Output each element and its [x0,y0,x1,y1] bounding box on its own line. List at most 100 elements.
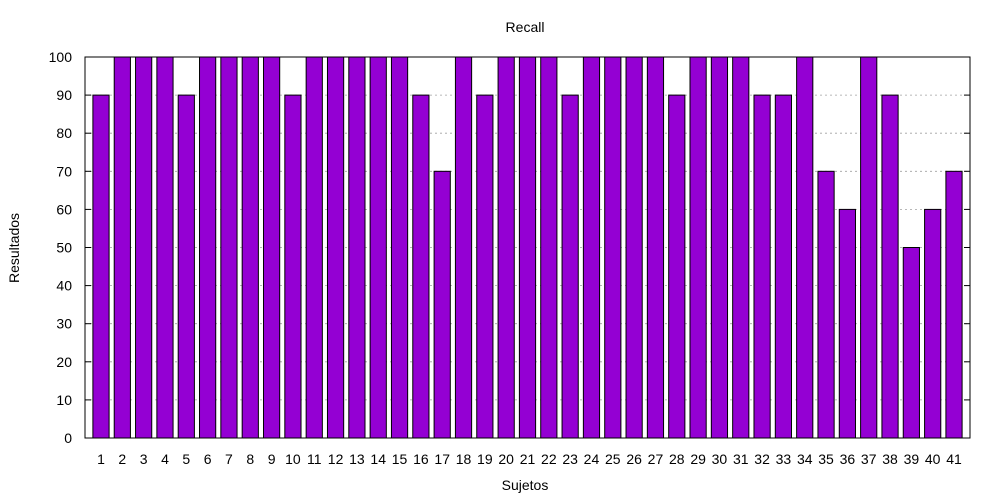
bar-35 [817,170,835,439]
bar-34 [796,56,814,439]
x-tick-label: 20 [498,451,514,467]
x-tick-label: 19 [477,451,493,467]
y-tick-label: 80 [56,125,72,141]
x-tick-label: 33 [776,451,792,467]
x-tick-label: 17 [434,451,450,467]
x-tick-label: 15 [392,451,408,467]
x-tick-label: 22 [541,451,557,467]
x-tick-label: 6 [204,451,212,467]
y-axis-ticks: 0 10 20 30 40 50 60 70 80 90 100 [49,49,970,446]
x-tick-label: 18 [456,451,472,467]
y-tick-label: 40 [56,278,72,294]
x-tick-label: 38 [882,451,898,467]
chart-title: Recall [506,19,545,35]
x-tick-label: 39 [904,451,920,467]
x-tick-label: 28 [669,451,685,467]
x-tick-label: 41 [946,451,962,467]
x-tick-label: 40 [925,451,941,467]
y-axis-label: Resultados [6,213,22,283]
y-tick-label: 10 [56,392,72,408]
bar-6 [199,56,217,439]
x-tick-label: 30 [712,451,728,467]
y-tick-label: 90 [56,87,72,103]
x-tick-label: 32 [754,451,770,467]
x-tick-label: 21 [520,451,536,467]
bar-32 [753,94,771,439]
x-tick-label: 37 [861,451,877,467]
bar-41 [945,170,963,439]
bar-4 [156,56,174,439]
bar-37 [860,56,878,439]
bar-20 [497,56,515,439]
bar-33 [774,94,793,439]
bar-13 [348,56,366,439]
bar-30 [710,56,729,439]
x-tick-label: 35 [818,451,834,467]
bar-19 [476,94,494,439]
bar-11 [305,56,323,439]
bar-9 [262,56,281,439]
bar-8 [241,56,259,439]
bar-16 [412,94,430,439]
bar-7 [220,56,238,439]
bar-21 [518,56,537,439]
bar-22 [540,56,558,439]
bar-3 [135,56,153,439]
x-axis-ticks: 1 2 3 4 5 6 7 8 9 10 11 12 13 14 15 16 17 18 19 20 21 22 23 24 2… [97,451,962,467]
bar-10 [284,94,302,439]
x-tick-label: 9 [268,451,276,467]
y-tick-label: 20 [56,354,72,370]
x-tick-label: 34 [797,451,813,467]
bar-17 [433,170,451,439]
bar-40 [924,208,942,439]
x-tick-label: 4 [161,451,169,467]
x-tick-label: 24 [584,451,600,467]
bar-29 [689,56,707,439]
bar-2 [113,56,131,439]
bar-28 [668,94,686,439]
bar-38 [881,94,899,439]
y-tick-label: 70 [56,163,72,179]
x-tick-label: 2 [118,451,126,467]
bar-25 [604,56,622,439]
x-tick-label: 27 [648,451,664,467]
bar-5 [177,94,195,439]
bar-39 [902,247,920,439]
x-tick-label: 12 [328,451,344,467]
y-tick-label: 60 [56,201,72,217]
x-tick-label: 10 [285,451,301,467]
y-tick-label: 100 [49,49,73,65]
x-tick-label: 31 [733,451,749,467]
bar-27 [646,56,665,439]
bar-12 [326,56,345,439]
bar-31 [732,56,750,439]
x-tick-label: 25 [605,451,621,467]
bars [92,56,963,439]
bar-24 [582,56,601,439]
x-tick-label: 29 [690,451,706,467]
x-tick-label: 16 [413,451,429,467]
bar-26 [625,56,643,439]
x-tick-label: 23 [562,451,578,467]
x-tick-label: 13 [349,451,365,467]
bar-36 [838,208,856,439]
x-tick-label: 14 [370,451,386,467]
x-tick-label: 11 [307,451,322,467]
bar-15 [390,56,409,439]
x-tick-label: 7 [225,451,233,467]
bar-1 [92,94,110,439]
bar-23 [561,94,579,439]
bar-14 [369,56,387,439]
x-tick-label: 36 [840,451,856,467]
y-tick-label: 30 [56,316,72,332]
x-tick-label: 5 [182,451,190,467]
bar-18 [454,56,473,439]
x-tick-label: 26 [626,451,642,467]
x-tick-label: 8 [246,451,254,467]
y-tick-label: 0 [64,430,72,446]
x-axis-label: Sujetos [502,477,549,493]
x-tick-label: 3 [140,451,148,467]
y-tick-label: 50 [56,240,72,256]
x-tick-label: 1 [97,451,105,467]
